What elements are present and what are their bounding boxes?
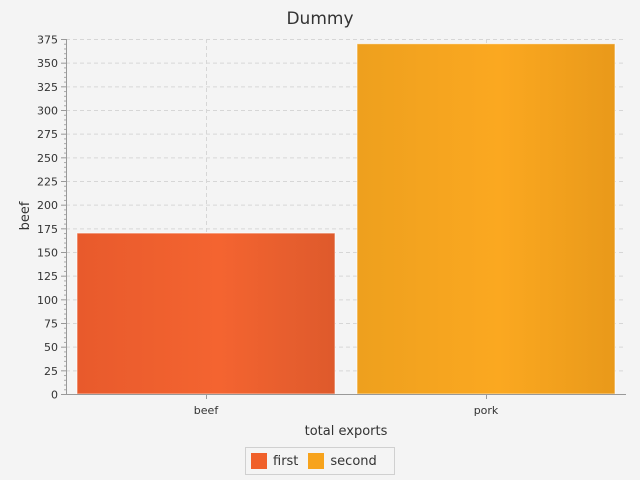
y-tick-label: 225 <box>37 176 58 189</box>
x-tick-label: pork <box>474 404 499 417</box>
y-tick-label: 325 <box>37 81 58 94</box>
y-tick-label: 0 <box>51 389 58 402</box>
y-tick-label: 250 <box>37 152 58 165</box>
y-tick-label: 200 <box>37 199 58 212</box>
bars <box>76 43 616 395</box>
y-tick-label: 50 <box>44 341 58 354</box>
y-tick-label: 350 <box>37 57 58 70</box>
x-axis-label: total exports <box>305 424 388 439</box>
y-tick-label: 175 <box>37 223 58 236</box>
y-tick-label: 375 <box>37 34 58 47</box>
bar-first-beef <box>76 232 336 395</box>
legend-label-second: second <box>330 453 377 469</box>
y-tick-label: 75 <box>44 318 58 331</box>
chart-title: Dummy <box>286 9 353 29</box>
legend-swatch-second <box>308 453 325 469</box>
x-tick-label: beef <box>194 404 220 417</box>
legend-label-first: first <box>273 453 299 469</box>
legend-swatch-first <box>251 453 267 469</box>
bar-second-pork <box>356 43 616 395</box>
y-tick-label: 25 <box>44 365 58 378</box>
legend-item-second: second <box>308 453 377 469</box>
y-tick-label: 125 <box>37 270 58 283</box>
y-tick-label: 150 <box>37 247 58 260</box>
legend: first second <box>245 447 395 475</box>
y-tick-label: 275 <box>37 128 58 141</box>
y-tick-label: 100 <box>37 294 58 307</box>
legend-item-first: first <box>251 453 298 469</box>
axes: 0 25 50 75 100 125 150 175 200 225 250 275 300 325 350… <box>37 34 626 417</box>
y-axis-label: beef <box>18 201 33 230</box>
y-tick-label: 300 <box>37 105 58 118</box>
